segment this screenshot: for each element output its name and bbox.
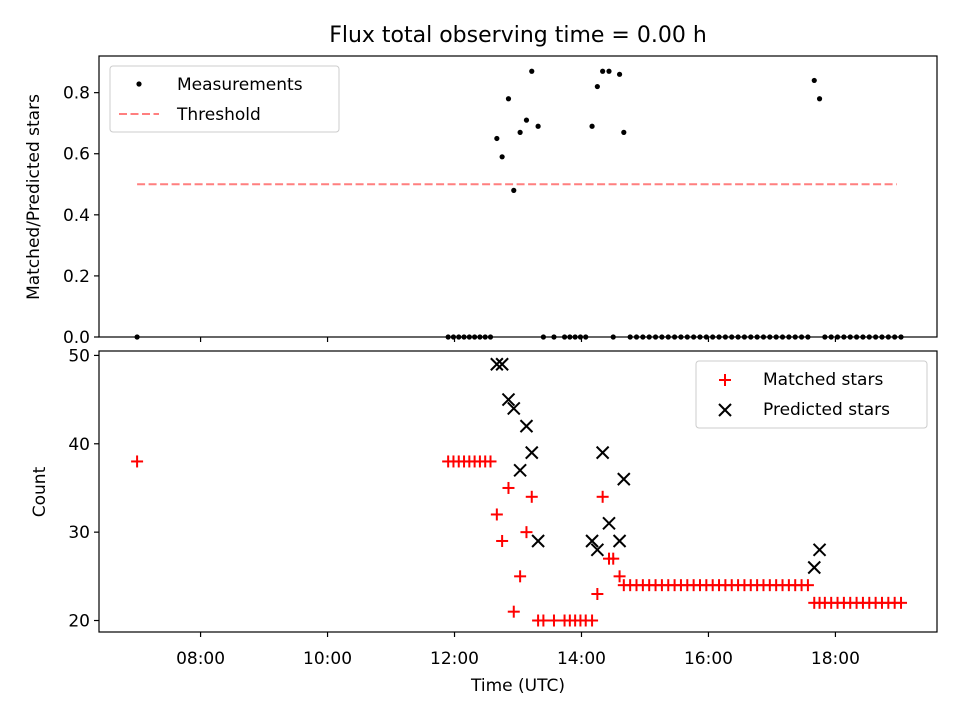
legend-label-threshold: Threshold: [176, 105, 261, 125]
legend-marker-predicted: [718, 403, 732, 417]
bottom-y-axis-label: Count: [30, 466, 50, 517]
bottom-plot-area: 20 30 40 50 08:00 10:00 12:00 14:00 16:00 18:00: [68, 346, 908, 669]
bottom-y-tick-label: 50: [68, 346, 90, 366]
top-y-axis-label: Matched/Predicted stars: [24, 94, 44, 300]
legend-marker-measurements: [136, 81, 142, 87]
top-y-tick-label: 0.0: [63, 328, 90, 348]
matched-star-marker: [537, 614, 550, 627]
measurement-point: [523, 117, 530, 123]
predicted-star-marker: [595, 445, 610, 460]
measurement-point: [816, 96, 823, 102]
measurement-point: [494, 135, 500, 142]
matched-star-marker: [520, 526, 533, 539]
predicted-star-marker: [519, 419, 534, 433]
predicted-star-marker: [531, 534, 545, 548]
x-tick-label: 18:00: [811, 649, 860, 669]
predicted-star-marker: [490, 357, 504, 371]
top-axes-frame: [98, 55, 938, 338]
predicted-star-marker: [812, 543, 827, 557]
predicted-star-marker: [513, 463, 527, 477]
matched-star-marker: [514, 570, 527, 583]
x-tick-label: 08:00: [176, 649, 225, 669]
matched-star-marker: [596, 490, 609, 503]
x-tick-label: 16:00: [684, 649, 733, 669]
matched-star-marker: [547, 614, 560, 627]
matched-star-marker: [801, 579, 814, 592]
matched-star-marker: [895, 596, 908, 609]
measurement-point: [499, 154, 505, 160]
measurement-point: [511, 187, 517, 193]
predicted-star-marker: [612, 534, 627, 548]
top-y-tick-label: 0.8: [63, 84, 90, 104]
matched-star-marker: [613, 570, 626, 583]
predicted-star-marker: [507, 401, 521, 416]
measurement-point: [589, 123, 595, 129]
x-tick-label: 10:00: [303, 649, 352, 669]
predicted-star-marker: [590, 543, 605, 557]
matched-star-marker: [131, 455, 144, 468]
measurement-point: [600, 68, 606, 74]
measurement-point: [529, 68, 535, 74]
bottom-y-tick-label: 20: [68, 612, 90, 632]
matched-star-marker: [586, 614, 599, 627]
bottom-y-tick-label: 40: [68, 435, 90, 455]
predicted-star-marker: [501, 392, 516, 407]
matched-star-marker: [490, 508, 503, 521]
matched-star-marker: [525, 490, 538, 503]
legend-label-predicted: Predicted stars: [763, 400, 890, 420]
measurement-point: [811, 77, 817, 84]
top-y-tick-label: 0.6: [63, 145, 90, 165]
predicted-star-marker: [495, 357, 509, 371]
top-y-tick-label: 0.4: [63, 206, 90, 226]
measurement-point: [621, 129, 627, 135]
measurement-point: [505, 96, 512, 102]
top-legend-box: [109, 65, 340, 133]
predicted-star-marker: [525, 445, 539, 460]
predicted-star-marker: [585, 534, 599, 548]
bottom-legend-box: [695, 360, 928, 429]
matched-star-marker: [484, 455, 497, 468]
predicted-star-marker: [807, 560, 821, 575]
matched-star-marker: [502, 481, 515, 494]
legend-marker-matched: [719, 374, 731, 386]
matched-star-marker: [607, 552, 620, 565]
x-tick-label: 14:00: [557, 649, 606, 669]
x-tick-label: 12:00: [430, 649, 479, 669]
measurement-point: [517, 129, 523, 135]
measurement-point: [606, 68, 612, 74]
matched-star-marker: [496, 534, 509, 547]
bottom-y-tick-label: 30: [68, 523, 90, 543]
x-axis-label: Time (UTC): [470, 676, 565, 696]
matched-star-marker: [507, 605, 520, 618]
top-legend: Measurements Threshold: [109, 65, 340, 133]
predicted-star-marker: [617, 472, 631, 486]
legend-label-matched: Matched stars: [763, 370, 883, 390]
bottom-axes-frame: [98, 350, 938, 633]
measurement-point: [535, 123, 541, 129]
measurement-point: [594, 83, 600, 90]
top-y-tick-label: 0.2: [63, 267, 90, 287]
legend-label-measurements: Measurements: [177, 75, 303, 95]
predicted-star-marker: [602, 516, 616, 531]
bottom-legend: Matched stars Predicted stars: [695, 360, 928, 429]
measurement-point: [616, 71, 623, 77]
matched-star-marker: [591, 588, 604, 601]
chart-title: Flux total observing time = 0.00 h: [329, 23, 707, 48]
